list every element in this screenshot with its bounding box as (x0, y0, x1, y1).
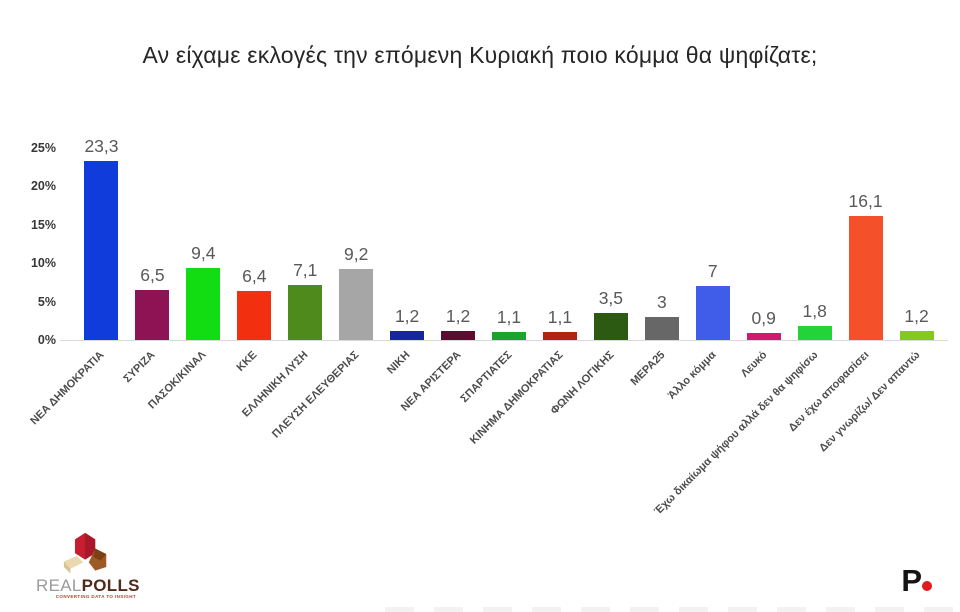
bar-value-label: 7 (707, 261, 718, 282)
bar (848, 216, 883, 340)
x-axis-category-label: ΣΠΑΡΤΙΑΤΕΣ (458, 349, 515, 406)
bar-value-label: 6,5 (140, 265, 165, 286)
protothema-logo: P (901, 563, 932, 599)
bar (542, 331, 577, 340)
logo-real-text: REAL (36, 576, 82, 595)
bar-value-label: 6,4 (242, 265, 267, 286)
bar-value-label: 1,1 (496, 306, 522, 327)
x-axis-category-label: ΚΙΝΗΜΑ ΔΗΜΟΚΡΑΤΙΑΣ (467, 349, 566, 447)
bar (135, 290, 170, 340)
bar (339, 269, 374, 340)
bar (186, 267, 221, 340)
cropped-table-dash (728, 607, 757, 612)
x-axis-category-label: Λευκό (738, 349, 770, 380)
bar (644, 316, 679, 340)
bar-value-label: 0,9 (751, 308, 776, 329)
x-axis-category-label: ΦΩΝΗ ΛΟΓΙΚΗΣ (548, 349, 617, 417)
bar (899, 330, 934, 340)
bar (746, 333, 781, 340)
bar (84, 161, 119, 340)
x-axis-line (60, 340, 948, 341)
bar-value-label: 1,1 (547, 306, 573, 327)
y-axis-tick-label: 10% (30, 256, 56, 271)
protothema-red-dot-icon (922, 581, 932, 591)
bar-value-label: 1,8 (802, 301, 827, 322)
bar (441, 330, 476, 340)
bar (288, 285, 323, 340)
bar (593, 313, 628, 340)
bar-value-label: 3,5 (598, 288, 624, 309)
x-axis-category-label: ΠΛΕΥΣΗ ΕΛΕΥΘΕΡΙΑΣ (270, 349, 362, 441)
cropped-table-dash (483, 607, 512, 612)
bar (492, 331, 526, 340)
bar-value-label: 1,2 (904, 305, 929, 326)
cropped-table-dash (532, 607, 561, 612)
cropped-table-dash (875, 607, 904, 612)
bar-value-label: 9,2 (344, 244, 369, 265)
bar-value-label: 7,1 (293, 260, 318, 281)
logo-tagline: CONVERTING DATA TO INSIGHT (55, 594, 136, 599)
cropped-table-dash (924, 607, 953, 612)
x-axis-category-label: ΝΕΑ ΑΡΙΣΤΕΡΑ (398, 349, 464, 414)
cropped-table-dash (826, 607, 855, 612)
cropped-table-dash (679, 607, 708, 612)
y-axis-tick-label: 15% (30, 217, 56, 232)
realpolls-logo: REALPOLLS CONVERTING DATA TO INSIGHT (36, 532, 156, 602)
realpolls-cubes-icon (63, 532, 107, 574)
bar-value-label: 1,2 (445, 305, 471, 326)
protothema-letter: P (901, 563, 922, 598)
bar (390, 330, 425, 340)
bar-value-label: 16,1 (848, 191, 883, 212)
cropped-table-dash (434, 607, 463, 612)
x-axis-category-label: ΝΙΚΗ (385, 349, 413, 377)
x-axis-category-label: ΚΚΕ (234, 349, 260, 374)
cropped-table-dash (385, 607, 414, 612)
cropped-table-dash (630, 607, 659, 612)
logo-polls-text: POLLS (81, 576, 140, 595)
cropped-table-dash (581, 607, 610, 612)
x-axis-category-label: ΜΕΡΑ25 (628, 349, 668, 389)
bar (237, 290, 272, 340)
bar (797, 326, 832, 340)
y-axis-tick-label: 0% (37, 333, 56, 347)
y-axis-tick-label: 20% (30, 179, 56, 194)
bar-value-label: 9,4 (191, 242, 216, 263)
bar-value-label: 23,3 (84, 136, 119, 157)
x-axis-category-label: ΕΛΛΗΝΙΚΗ ΛΥΣΗ (240, 349, 311, 420)
realpolls-wordmark: REALPOLLS (36, 576, 156, 596)
bar-value-label: 3 (656, 291, 667, 312)
x-axis-category-label: Δεν έχω αποφασίσει (785, 349, 872, 435)
bar (695, 286, 730, 340)
y-axis-tick-label: 5% (37, 294, 56, 309)
x-axis-category-label: Άλλο κόμμα (665, 349, 719, 402)
cropped-table-dash (777, 607, 806, 612)
x-axis-category-label: Δεν γνωρίζω/ Δεν απαντώ (816, 349, 923, 455)
page-title: Αν είχαμε εκλογές την επόμενη Κυριακή πο… (142, 42, 818, 68)
y-axis-tick-label: 25% (30, 141, 56, 155)
x-axis-category-label: ΠΑΣΟΚ/ΚΙΝΑΛ (146, 349, 209, 412)
bar-value-label: 1,2 (394, 305, 420, 326)
x-axis-category-label: Έχω δικαίωμα ψήφου αλλά δεν θα ψηφίσω (651, 349, 821, 518)
